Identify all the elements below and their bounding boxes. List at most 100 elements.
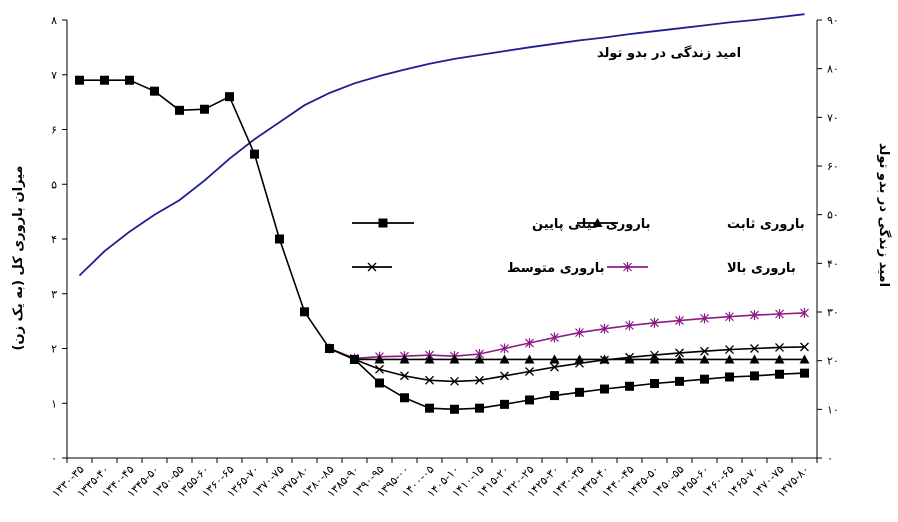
data-point xyxy=(399,354,410,364)
data-point xyxy=(375,378,384,388)
data-point xyxy=(750,344,759,353)
data-point xyxy=(550,391,559,401)
data-point xyxy=(550,332,559,343)
data-point xyxy=(700,313,709,324)
left-y-tick-label: ۶ xyxy=(51,124,57,137)
data-point xyxy=(674,354,685,364)
data-point xyxy=(625,320,634,331)
data-point xyxy=(400,393,409,403)
data-point xyxy=(374,354,385,364)
legend-label: باروری خیلی پایین xyxy=(532,217,651,232)
data-point xyxy=(425,375,434,385)
series-line xyxy=(78,13,805,277)
left-y-tick-label: ۴ xyxy=(51,233,57,246)
data-point xyxy=(600,323,609,334)
data-point xyxy=(575,387,584,397)
data-point xyxy=(500,371,509,381)
data-point xyxy=(375,364,384,374)
data-point xyxy=(500,399,509,409)
right-y-tick-label: ۱۰ xyxy=(827,403,839,416)
data-point xyxy=(450,376,459,386)
data-point xyxy=(300,307,309,317)
data-point xyxy=(275,234,284,244)
data-point xyxy=(750,310,759,321)
legend-marker xyxy=(367,262,377,272)
data-point xyxy=(449,354,460,364)
legend-marker xyxy=(592,218,603,227)
legend-item: باروری متوسط xyxy=(352,261,604,276)
series-1 xyxy=(75,75,809,414)
left-y-tick-label: ۸ xyxy=(51,14,57,27)
left-y-tick-label: ۰ xyxy=(51,452,57,465)
data-point xyxy=(525,395,534,405)
right-y-tick-label: ۰ xyxy=(827,452,833,465)
data-point xyxy=(525,367,534,376)
data-point xyxy=(325,344,334,353)
right-y-tick-label: ۵۰ xyxy=(827,209,839,222)
data-point xyxy=(500,343,509,354)
right-axis-title: امید زندگی در بدو تولد xyxy=(876,143,892,287)
data-point xyxy=(699,354,710,364)
right-y-tick-label: ۶۰ xyxy=(827,160,839,173)
left-y-tick-label: ۲ xyxy=(51,343,57,356)
data-point xyxy=(150,86,159,96)
series-0 xyxy=(78,13,805,277)
series-line xyxy=(329,347,805,361)
data-point xyxy=(725,372,734,382)
right-y-tick-label: ۷۰ xyxy=(827,111,839,124)
right-y-tick-label: ۹۰ xyxy=(827,14,839,27)
data-point xyxy=(524,354,535,364)
left-axis-title: میزان باروری کل (به یک زن) xyxy=(11,166,26,351)
data-point xyxy=(775,369,784,379)
data-point xyxy=(675,376,684,386)
legend-label: باروری بالا xyxy=(727,261,796,276)
data-point xyxy=(575,327,584,338)
data-point xyxy=(600,384,609,394)
data-point xyxy=(100,75,109,85)
data-point xyxy=(75,75,84,85)
data-point xyxy=(175,105,184,115)
data-point xyxy=(725,345,734,355)
left-y-tick-label: ۱ xyxy=(51,397,57,410)
data-point xyxy=(774,354,785,364)
left-y-tick-label: ۷ xyxy=(51,69,57,82)
data-point xyxy=(250,149,259,159)
right-y-tick-label: ۳۰ xyxy=(827,306,839,319)
series-4 xyxy=(325,307,809,364)
right-y-tick-label: ۲۰ xyxy=(827,355,839,368)
data-point xyxy=(574,354,585,364)
legend-item: باروری ثابت xyxy=(577,217,805,232)
data-point xyxy=(475,375,484,385)
data-point xyxy=(800,307,809,318)
data-point xyxy=(700,346,709,356)
right-y-tick-label: ۴۰ xyxy=(827,257,839,270)
data-point xyxy=(125,75,134,85)
legend-marker xyxy=(378,218,388,228)
data-point xyxy=(525,338,534,349)
series-line xyxy=(329,312,805,360)
data-point xyxy=(649,354,660,364)
data-point xyxy=(474,354,485,364)
data-point xyxy=(650,379,659,389)
left-y-tick-label: ۵ xyxy=(51,178,57,191)
data-point xyxy=(724,354,735,364)
data-point xyxy=(700,374,709,384)
series-2 xyxy=(324,343,810,364)
legend-label: باروری ثابت xyxy=(727,217,805,232)
data-point xyxy=(599,354,610,364)
data-point xyxy=(499,354,510,364)
data-point xyxy=(549,354,560,364)
data-point xyxy=(225,92,234,102)
data-point xyxy=(550,362,559,372)
legend-label: باروری متوسط xyxy=(507,261,604,276)
data-point xyxy=(200,104,209,114)
data-point xyxy=(424,354,435,364)
data-point xyxy=(425,403,434,413)
legend-marker xyxy=(623,262,632,272)
data-point xyxy=(675,348,684,358)
legend-item: باروری خیلی پایین xyxy=(352,217,651,232)
data-point xyxy=(775,342,784,352)
series-line xyxy=(329,346,805,383)
